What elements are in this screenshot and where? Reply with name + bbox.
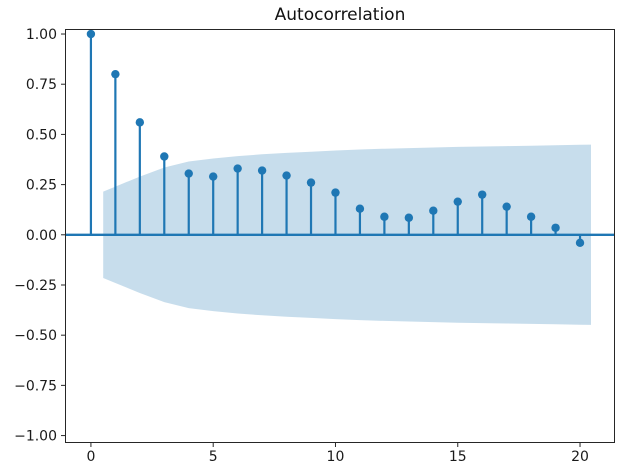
- stem-marker: [526, 212, 536, 221]
- stem-marker: [233, 164, 242, 173]
- stem-marker: [355, 204, 365, 213]
- chart-title: Autocorrelation: [274, 5, 406, 25]
- stem-marker: [86, 29, 96, 39]
- axes-spines: [65, 29, 615, 443]
- y-tick-label: −1.00: [14, 429, 57, 445]
- stem-marker: [184, 169, 193, 178]
- y-tick-label: 0.25: [26, 178, 57, 194]
- x-tick-label: 5: [209, 449, 218, 465]
- x-tick-label: 10: [327, 449, 345, 465]
- y-tick-label: −0.50: [14, 328, 57, 344]
- y-tick-label: −0.25: [14, 278, 57, 294]
- stem-marker: [575, 238, 585, 248]
- y-tick-label: 0.50: [26, 127, 57, 143]
- stem-marker: [160, 152, 169, 161]
- stem-marker: [208, 172, 218, 181]
- stem-marker: [551, 223, 560, 232]
- stem-marker: [404, 213, 414, 222]
- x-tick-label: 15: [449, 449, 467, 465]
- stem-series: [86, 29, 585, 248]
- y-tick-label: −0.75: [14, 378, 57, 394]
- stem-marker: [135, 118, 145, 127]
- stem-marker: [429, 206, 438, 215]
- x-tick-label: 0: [86, 449, 95, 465]
- y-tick-label: 0.75: [26, 77, 57, 93]
- stem-marker: [453, 197, 462, 206]
- y-tick-label: 0.00: [26, 228, 57, 244]
- x-tick-label: 20: [571, 449, 589, 465]
- stem-marker: [282, 171, 291, 180]
- stem-marker: [478, 190, 487, 199]
- stem-marker: [331, 188, 340, 197]
- stem-marker: [306, 178, 316, 187]
- stem-marker: [111, 69, 120, 79]
- stem-marker: [502, 202, 511, 211]
- stem-marker: [257, 166, 267, 175]
- y-tick-label: 1.00: [26, 27, 57, 43]
- stem-marker: [380, 212, 389, 221]
